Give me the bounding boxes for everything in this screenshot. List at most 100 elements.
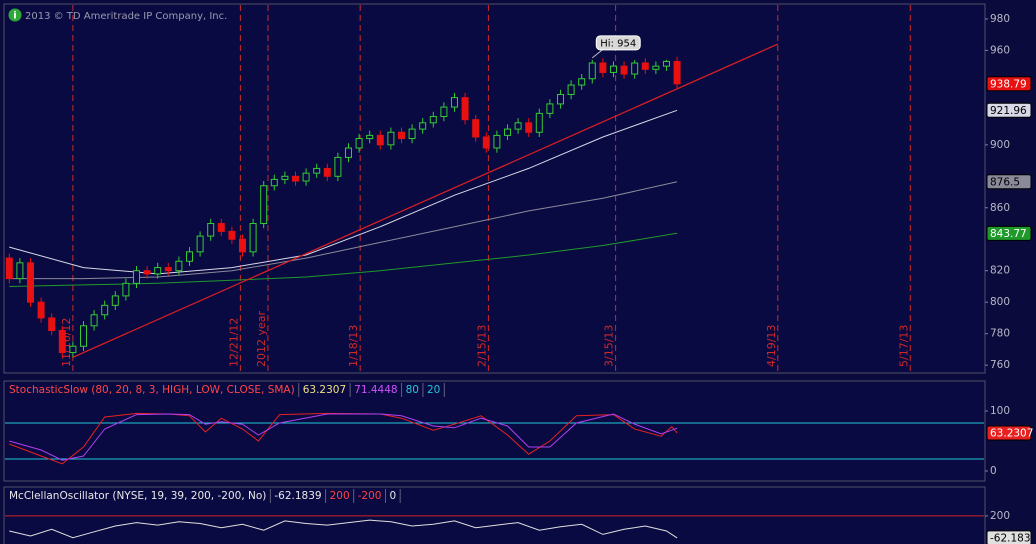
candle-body [58, 330, 66, 354]
candle-body [302, 172, 310, 182]
candle-body [578, 78, 586, 86]
ma-box: 843.77 [986, 225, 1032, 241]
event-label: 5/17/13 [897, 325, 910, 367]
oscillator-box: -62.183 [986, 530, 1032, 544]
header-item: 20 [427, 384, 440, 396]
event-label: 12/21/12 [227, 318, 240, 367]
candle-body [334, 156, 342, 177]
event-label: 2012 year [255, 310, 268, 367]
candle-body [185, 251, 193, 262]
candle-body [260, 185, 268, 225]
candle-body [16, 262, 24, 280]
info-icon[interactable] [8, 8, 22, 22]
hi-box [595, 35, 641, 51]
event-label: 11/16/12 [60, 318, 73, 367]
oscillator-box-label: -62.183 [990, 532, 1031, 544]
candle-body [164, 267, 172, 272]
candle-body [175, 260, 183, 272]
hi-leader [591, 49, 603, 59]
candle-body [387, 131, 395, 146]
moving-average [9, 109, 678, 275]
candle-body [238, 238, 246, 253]
candle-body [503, 128, 511, 136]
candle-body [556, 93, 564, 105]
candle-body [90, 314, 98, 327]
candle-body [652, 65, 660, 70]
candle-body [37, 301, 45, 319]
copyright: 2013 © TD Ameritrade IP Company, Inc. [25, 11, 227, 22]
candle-body [546, 103, 554, 114]
candle-body [26, 262, 34, 303]
moving-average [9, 232, 678, 287]
last-price-box-label: 938.79 [990, 78, 1027, 90]
y-tick-label: 0 [990, 465, 997, 477]
candle-body [323, 167, 331, 177]
candle-body [514, 122, 522, 130]
header-item: 71.4448 [354, 384, 397, 396]
ma-box-label: 843.77 [990, 228, 1027, 240]
header-item: -200 [358, 490, 382, 502]
ma-box: 876.5 [986, 174, 1032, 190]
candle-body [207, 223, 215, 237]
y-tick-label: 960 [990, 44, 1010, 56]
y-tick-label: 980 [990, 13, 1010, 25]
candle-body [281, 175, 289, 180]
ma-box-bg [986, 174, 1032, 190]
candle-body [535, 112, 543, 133]
ma-box-label: 876.5 [990, 176, 1020, 188]
candle-body [461, 97, 469, 121]
y-tick-label: 100 [990, 405, 1010, 417]
header-item: -62.1839 [274, 490, 321, 502]
oscillator-box-bg [986, 425, 1032, 441]
candle-body [48, 317, 56, 332]
candle-body [132, 270, 140, 284]
candle-body [620, 65, 628, 75]
candle-body [154, 267, 162, 275]
y-tick-label: 780 [990, 328, 1010, 340]
candle-body [472, 119, 480, 138]
candle-body [313, 167, 321, 174]
event-label: 2/15/13 [475, 325, 488, 367]
info-icon-glyph: i [13, 11, 16, 22]
candle-body [217, 223, 225, 232]
price-panel [3, 3, 986, 374]
candle-body [79, 325, 87, 347]
candle-body [429, 116, 437, 124]
y-tick-label: 820 [990, 265, 1010, 277]
candle-body [599, 62, 607, 73]
ma-box-bg [986, 225, 1032, 241]
candle-body [525, 122, 533, 133]
stochastic-panel [3, 380, 986, 482]
ma-box-label: 921.96 [990, 105, 1027, 117]
candle-body [408, 128, 416, 140]
candle-body [228, 230, 236, 240]
header-item: 63.2307 [303, 384, 346, 396]
y-tick-label: 200 [990, 510, 1010, 522]
candle-body [450, 97, 458, 108]
candle-body [270, 178, 278, 187]
hi-annotation: Hi: 954 [591, 35, 641, 59]
candle-body [143, 270, 151, 275]
candle-body [482, 136, 490, 149]
candle-body [641, 62, 649, 70]
last-price-box: 938.79 [986, 76, 1032, 92]
candle-body [493, 134, 501, 149]
candle-body [609, 65, 617, 73]
candle-body [376, 134, 384, 146]
header-item: McClellanOscillator (NYSE, 19, 39, 200, … [9, 490, 266, 502]
candle-body [662, 60, 670, 67]
trendline [72, 43, 779, 358]
ma-box-bg [986, 102, 1032, 118]
candle-body [567, 84, 575, 95]
event-label: 1/18/13 [347, 325, 360, 367]
candle-body [249, 223, 257, 253]
oscillator-line [9, 519, 678, 539]
header-item: 200 [330, 490, 350, 502]
header-item: StochasticSlow (80, 20, 8, 3, HIGH, LOW,… [9, 384, 295, 396]
header-item: 80 [406, 384, 419, 396]
oscillator-box: 63.2307 [986, 425, 1033, 441]
oscillator-line [9, 413, 678, 461]
event-label: 4/19/13 [765, 325, 778, 367]
hi-label: Hi: 954 [600, 38, 636, 49]
